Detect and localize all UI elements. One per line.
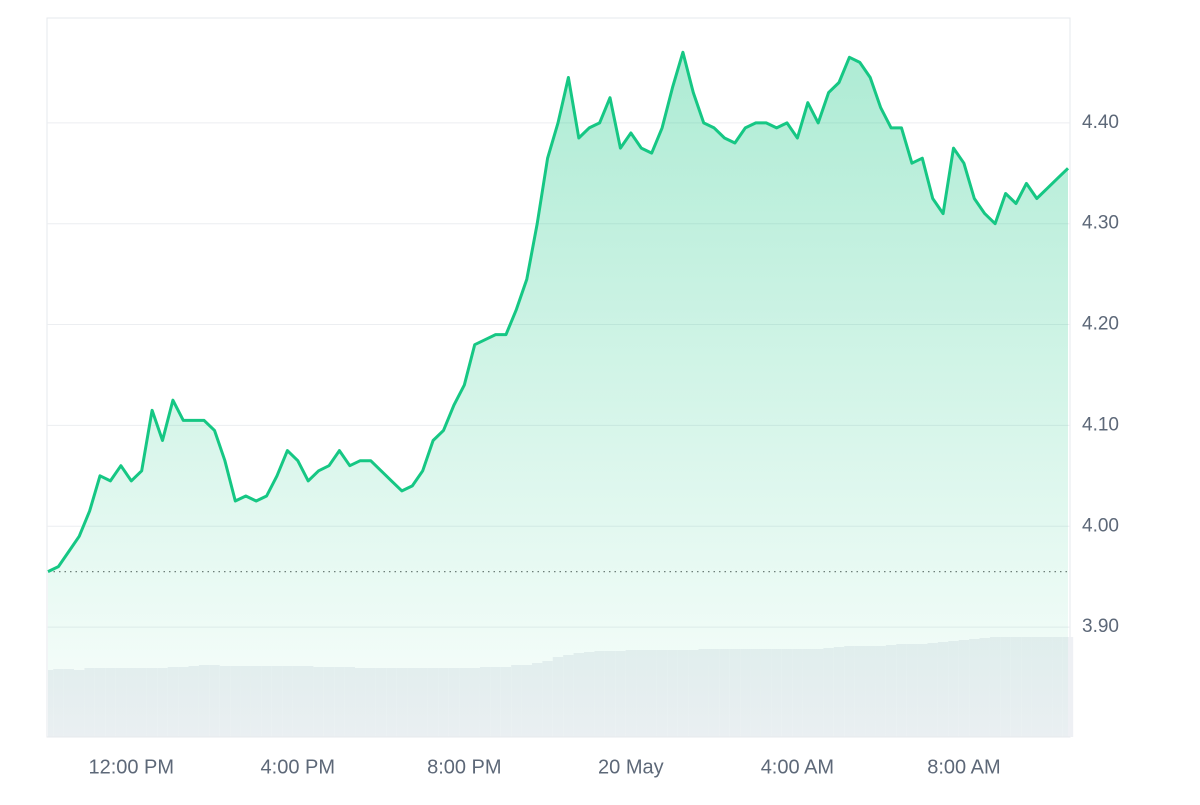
y-tick-label: 3.90 <box>1082 616 1119 637</box>
price-area <box>48 52 1068 738</box>
y-tick-label: 4.00 <box>1082 515 1119 536</box>
x-tick-label: 4:00 PM <box>261 756 335 778</box>
y-tick-label: 4.20 <box>1082 314 1119 335</box>
y-tick-label: 4.30 <box>1082 213 1119 234</box>
x-tick-label: 8:00 PM <box>427 756 501 778</box>
x-tick-label: 8:00 AM <box>927 756 1000 778</box>
y-tick-label: 4.40 <box>1082 112 1119 133</box>
x-tick-label: 4:00 AM <box>761 756 834 778</box>
y-tick-label: 4.10 <box>1082 414 1119 435</box>
x-tick-label: 20 May <box>598 756 664 778</box>
x-tick-label: 12:00 PM <box>88 756 174 778</box>
price-line <box>47 50 1070 573</box>
